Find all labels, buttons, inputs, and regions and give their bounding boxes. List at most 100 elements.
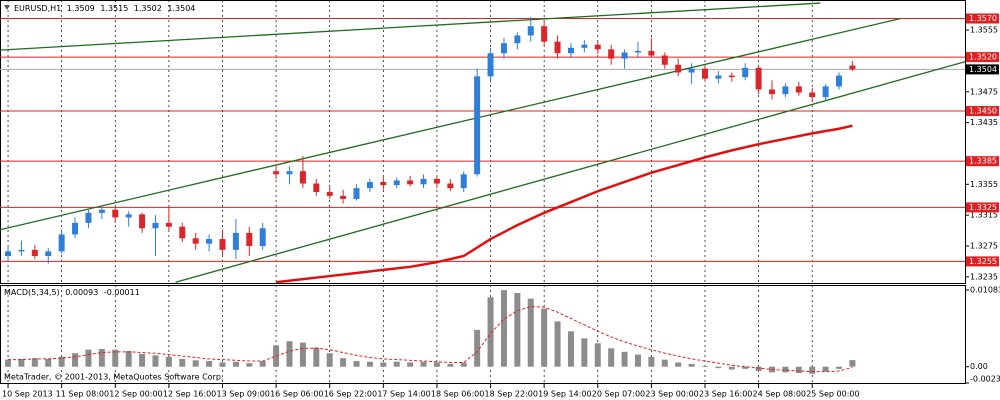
current-price-label: 1.3504 (969, 65, 997, 74)
level-label-box (966, 256, 999, 267)
candle-body (822, 86, 829, 98)
macd-plot (5, 285, 856, 383)
macd-bar (782, 366, 789, 373)
level-label-box (966, 156, 999, 167)
candle-body (460, 174, 467, 189)
candle-body (541, 26, 548, 42)
candle-body (246, 232, 253, 246)
candle-body (139, 214, 146, 229)
macd-bar (836, 366, 843, 369)
candle-body (85, 212, 92, 223)
candle-body (433, 178, 440, 184)
candle-body (407, 180, 414, 185)
trendline (0, 2, 821, 51)
candle-body (809, 92, 816, 98)
candle-body (648, 50, 655, 56)
macd-panel (0, 285, 966, 384)
candle-body (447, 183, 454, 189)
candle-body (594, 44, 601, 50)
macd-bar (313, 347, 320, 367)
y-tick-label: 0.00 (970, 362, 988, 371)
main-plot (0, 0, 965, 283)
macd-bar (554, 321, 561, 367)
y-tick-label: 1.3235 (970, 272, 998, 281)
signal-value: -0.00011 (104, 288, 140, 297)
macd-bar (152, 355, 159, 367)
candle-body (380, 181, 387, 186)
high: 1.3515 (100, 4, 128, 13)
macd-bar (18, 358, 25, 367)
macd-bar (460, 362, 467, 367)
macd-bar (648, 356, 655, 367)
low: 1.3502 (134, 4, 162, 13)
level-label: 1.3255 (969, 257, 997, 266)
watermark: MetaTrader, © 2001-2013, MetaQuotes Soft… (4, 373, 223, 382)
macd-bar (232, 361, 239, 367)
candle-body (353, 188, 360, 199)
candle-body (206, 239, 213, 244)
macd-bar (688, 363, 695, 367)
open: 1.3509 (67, 4, 95, 13)
macd-bar (447, 363, 454, 367)
y-tick-label: 1.3475 (970, 87, 998, 96)
macd-header: MACD(5,34,5) 0.00093 -0.00011 (4, 288, 140, 297)
candle-body (31, 249, 38, 257)
macd-bar (621, 351, 628, 367)
macd-bar (85, 349, 92, 367)
level-label-box (966, 13, 999, 24)
close: 1.3504 (167, 4, 195, 13)
macd-bar (500, 290, 507, 367)
macd-bar (192, 360, 199, 367)
x-tick-label: 20 Sep 07:00 (592, 390, 645, 399)
signal-line (8, 305, 853, 373)
y-tick-label: -0.0023 (970, 375, 1000, 384)
x-tick-label: 12 Sep 16:00 (163, 390, 216, 399)
candle-body (179, 226, 186, 239)
x-tick-label: 13 Sep 09:00 (216, 390, 269, 399)
header-icon (4, 5, 10, 10)
main-panel (0, 0, 966, 284)
macd-bar (112, 349, 119, 367)
macd-bar (487, 297, 494, 367)
macd-bar (728, 366, 735, 370)
candle-body (112, 209, 119, 218)
candle-body (273, 171, 280, 175)
axes: 10 Sep 2013 11 Sep 08:00 12 Sep 00:00 12 Se… (2, 13, 1000, 399)
candle-body (5, 251, 12, 257)
candle-body (286, 171, 293, 175)
y-tick-label: 1.3555 (970, 26, 998, 35)
macd-bar (98, 348, 105, 367)
candle-body (769, 89, 775, 95)
macd-bar (541, 308, 548, 367)
candle-body (125, 214, 132, 218)
candle-body (527, 26, 534, 36)
macd-bar (822, 366, 829, 372)
candle-body (621, 52, 628, 59)
x-tick-label: 19 Sep 14:00 (538, 390, 591, 399)
candle-body (782, 86, 789, 95)
candle-body (675, 64, 682, 73)
macd-bar (5, 359, 12, 367)
macd-bar (219, 362, 226, 367)
candle-body (701, 68, 708, 79)
candle-body (58, 234, 65, 252)
candle-body (836, 75, 843, 87)
candle-body (554, 41, 561, 54)
macd-bar (675, 362, 682, 367)
level-label-box (966, 52, 999, 63)
macd-bar (474, 329, 481, 367)
macd-bar (701, 365, 708, 367)
candle-body (474, 76, 481, 175)
candle-body (715, 75, 722, 79)
macd-bar (661, 359, 668, 367)
level-label: 1.3450 (969, 107, 997, 116)
macd-bar (286, 341, 293, 367)
macd-bar (326, 353, 333, 367)
current-price-box (966, 64, 999, 75)
candle-body (608, 49, 615, 59)
y-tick-label: 1.3275 (970, 241, 998, 250)
candle-body (500, 43, 507, 54)
x-tick-label: 24 Sep 08:00 (753, 390, 806, 399)
candle-body (192, 238, 199, 244)
